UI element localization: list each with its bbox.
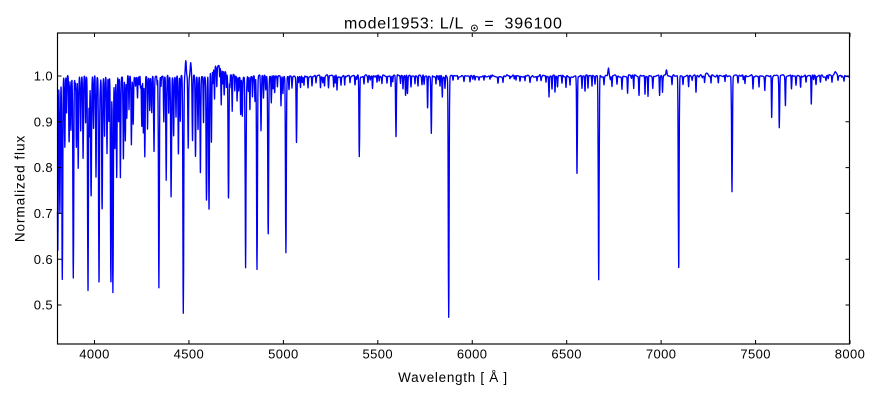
svg-text:6500: 6500 [551, 347, 582, 362]
svg-text:7000: 7000 [646, 347, 677, 362]
svg-text:7500: 7500 [740, 347, 771, 362]
svg-text:model1953: L/L: model1953: L/L [344, 15, 464, 32]
svg-text:5000: 5000 [268, 347, 299, 362]
svg-text:4000: 4000 [79, 347, 110, 362]
svg-text:0.6: 0.6 [34, 252, 53, 267]
svg-text:=: = [484, 15, 493, 32]
svg-text:1.0: 1.0 [34, 69, 53, 84]
svg-text:Normalized flux: Normalized flux [13, 135, 28, 242]
svg-text:Wavelength [ Å ]: Wavelength [ Å ] [398, 370, 508, 385]
svg-text:6000: 6000 [457, 347, 488, 362]
svg-text:5500: 5500 [363, 347, 394, 362]
svg-text:0.9: 0.9 [34, 114, 53, 129]
svg-text:0.8: 0.8 [34, 160, 53, 175]
svg-text:0.7: 0.7 [34, 206, 53, 221]
svg-text:4500: 4500 [174, 347, 205, 362]
svg-text:396100: 396100 [505, 15, 563, 32]
svg-text:0.5: 0.5 [34, 298, 53, 313]
svg-text:8000: 8000 [835, 347, 866, 362]
